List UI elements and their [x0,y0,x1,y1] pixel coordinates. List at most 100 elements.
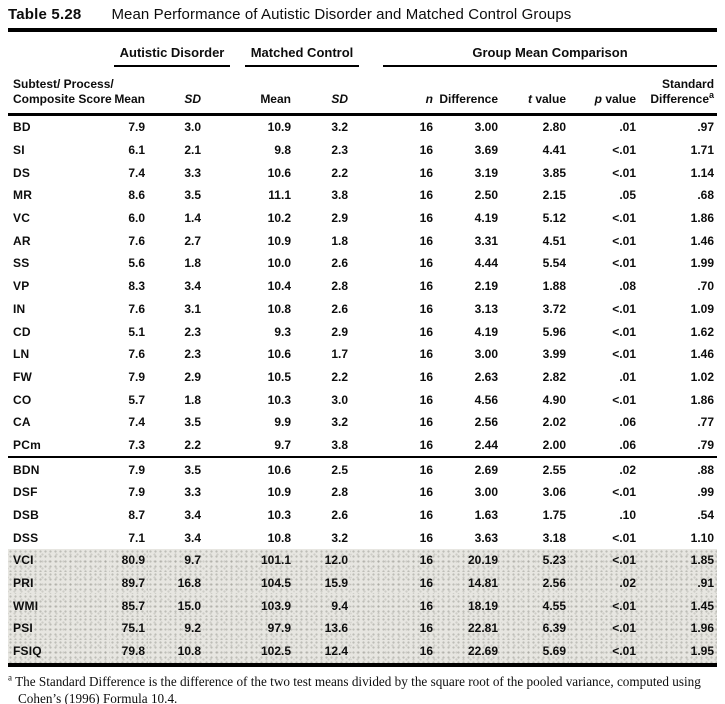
col-header-subtest-line1: Subtest/ Process/ [13,77,114,91]
matched-sd-cell: 3.8 [331,188,348,203]
t-value-cell: 5.54 [542,256,566,271]
n-cell: 16 [419,165,433,180]
matched-mean-cell: 9.3 [274,324,291,339]
group-header-autistic-label: Autistic Disorder [114,45,230,67]
p-value-cell: .02 [619,462,636,477]
matched-sd-cell: 13.6 [294,617,351,640]
footnote: a The Standard Difference is the differe… [8,673,723,704]
n-cell: 16 [419,301,433,316]
matched-sd-cell: 2.2 [331,165,348,180]
row-label-cell: CD [13,324,31,339]
matched-sd-cell: 2.6 [331,301,348,316]
t-value-cell: 1.75 [542,508,566,523]
autistic-mean-cell: 89.7 [110,571,148,595]
autistic-mean-cell: 8.7 [128,508,145,523]
table-row: DSF 7.9 3.3 10.9 2.8 16 3.00 3.06 <.01 .… [8,481,717,504]
col-header-standard-difference: Standard Differencea [639,67,718,116]
table-row: VCI 80.9 9.7 101.1 12.0 16 20.19 5.23 <.… [8,549,717,572]
matched-mean-cell: 10.6 [267,165,291,180]
autistic-mean-cell: 6.0 [128,211,145,226]
col-header-matched-sd: SD [294,67,351,116]
col-header-p-value: p value [569,67,639,116]
t-value-cell: 4.90 [542,392,566,407]
table-row: IN 7.6 3.1 10.8 2.6 16 3.13 3.72 <.01 1.… [8,298,717,321]
t-value-cell: 3.85 [542,165,566,180]
standard-difference-cell: .77 [697,415,715,430]
row-label-cell: CA [13,415,31,430]
autistic-sd-cell: 3.5 [184,415,201,430]
standard-difference-cell: 1.09 [690,301,715,316]
row-label-cell: PSI [8,617,110,640]
table-number: Table 5.28 [8,6,82,23]
matched-sd-cell: 2.6 [331,256,348,271]
matched-sd-cell: 2.2 [331,369,348,384]
autistic-mean-cell: 7.9 [128,369,145,384]
t-value-cell: 1.88 [542,279,566,294]
table-row: AR 7.6 2.7 10.9 1.8 16 3.31 4.51 <.01 1.… [8,229,717,252]
difference-cell: 22.69 [436,639,501,665]
n-cell: 16 [351,639,436,665]
t-value-cell: 3.06 [542,485,566,500]
table-row: CO 5.7 1.8 10.3 3.0 16 4.56 4.90 <.01 1.… [8,388,717,411]
difference-cell: 4.19 [474,211,498,226]
t-value-cell: 5.23 [501,549,569,572]
group-header-matched: Matched Control [204,41,359,67]
autistic-sd-cell: 9.2 [148,617,204,640]
matched-sd-cell: 1.8 [331,233,348,248]
autistic-mean-cell: 80.9 [110,549,148,572]
matched-mean-cell: 102.5 [204,639,294,665]
row-label-cell: LN [13,347,30,362]
matched-mean-cell: 104.5 [204,571,294,595]
standard-difference-cell: .91 [639,571,717,595]
autistic-mean-cell: 79.8 [110,639,148,665]
matched-sd-cell: 2.8 [331,279,348,294]
standard-difference-cell: .79 [697,437,715,452]
group-header-comparison-label: Group Mean Comparison [383,45,718,67]
standard-difference-cell: 1.99 [690,256,715,271]
p-value-cell: <.01 [569,549,639,572]
standard-difference-cell: 1.62 [690,324,715,339]
matched-sd-cell: 15.9 [294,571,351,595]
table-row: LN 7.6 2.3 10.6 1.7 16 3.00 3.99 <.01 1.… [8,343,717,366]
difference-cell: 3.31 [474,233,498,248]
matched-mean-cell: 10.9 [267,485,291,500]
matched-sd-cell: 3.0 [331,392,348,407]
row-label-cell: DSB [13,508,39,523]
matched-mean-cell: 97.9 [204,617,294,640]
row-label-cell: WMI [8,594,110,618]
table-row: PSI 75.1 9.2 97.9 13.6 16 22.81 6.39 <.0… [8,617,717,640]
row-label-cell: CO [13,392,32,407]
row-label-cell: AR [13,233,31,248]
group-header-spacer [8,41,110,67]
table-row: FW 7.9 2.9 10.5 2.2 16 2.63 2.82 .01 1.0… [8,366,717,389]
matched-sd-cell: 2.3 [331,143,348,158]
col-header-difference: Difference [436,67,501,116]
n-cell: 16 [419,279,433,294]
matched-sd-cell: 3.2 [331,120,348,135]
col-header-matched-mean: Mean [204,67,294,116]
autistic-sd-cell: 3.5 [184,188,201,203]
matched-mean-cell: 10.8 [267,301,291,316]
table-row: VC 6.0 1.4 10.2 2.9 16 4.19 5.12 <.01 1.… [8,207,717,230]
autistic-mean-cell: 7.3 [128,437,145,452]
matched-sd-cell: 1.7 [331,347,348,362]
p-value-cell: <.01 [612,485,636,500]
autistic-mean-cell: 5.6 [128,256,145,271]
p-value-cell: <.01 [612,324,636,339]
matched-mean-cell: 10.9 [267,120,291,135]
autistic-sd-cell: 2.2 [184,437,201,452]
matched-mean-cell: 9.9 [274,415,291,430]
matched-sd-cell: 9.4 [294,594,351,618]
n-cell: 16 [351,571,436,595]
standard-difference-cell: 1.45 [639,594,717,618]
column-header-row: Subtest/ Process/ Composite Score Mean S… [8,67,718,116]
table-row: SS 5.6 1.8 10.0 2.6 16 4.44 5.54 <.01 1.… [8,252,717,275]
autistic-mean-cell: 7.4 [128,415,145,430]
n-cell: 16 [419,120,433,135]
p-value-cell: <.01 [612,233,636,248]
p-value-cell: <.01 [612,165,636,180]
matched-mean-cell: 10.0 [267,256,291,271]
n-cell: 16 [351,594,436,618]
col-header-subtest-line2: Composite Score [13,92,112,106]
row-label-cell: FW [13,369,33,384]
